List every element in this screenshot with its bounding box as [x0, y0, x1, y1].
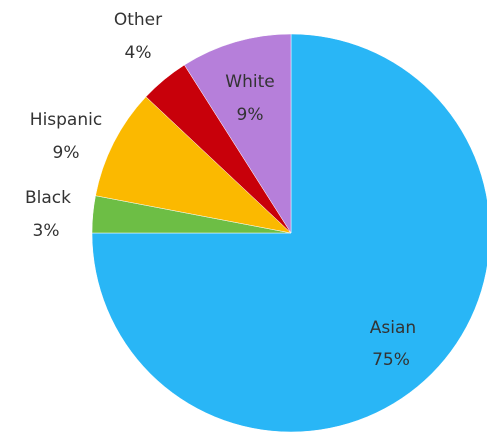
slice-percent-asian: 75% — [372, 350, 410, 370]
slice-label-asian: Asian — [370, 318, 416, 338]
slice-label-black: Black — [25, 188, 71, 208]
slice-label-hispanic: Hispanic — [30, 110, 102, 130]
pie-slices — [91, 33, 487, 433]
slice-percent-other: 4% — [125, 43, 152, 63]
pie-slice-hispanic — [95, 96, 292, 234]
pie-slice-asian — [91, 33, 487, 433]
slice-percent-white: 9% — [237, 105, 264, 125]
pie-slice-white — [184, 33, 292, 234]
slice-label-other: Other — [114, 10, 162, 30]
slice-percent-black: 3% — [33, 221, 60, 241]
slice-label-white: White — [225, 72, 274, 92]
slice-percent-hispanic: 9% — [53, 143, 80, 163]
